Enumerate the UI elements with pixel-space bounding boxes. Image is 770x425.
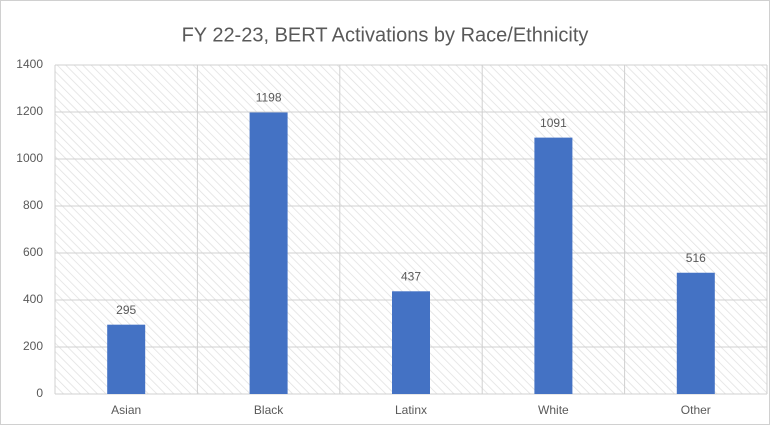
y-tick-label: 1000: [16, 151, 43, 165]
data-label: 516: [686, 251, 706, 265]
bar: [534, 137, 573, 395]
bar: [249, 112, 288, 394]
bar: [676, 272, 715, 394]
data-label: 1091: [540, 116, 567, 130]
x-tick-label: Latinx: [395, 403, 427, 417]
y-tick-label: 400: [23, 292, 43, 306]
x-tick-label: Other: [681, 403, 711, 417]
y-tick-label: 200: [23, 339, 43, 353]
data-label: 437: [401, 269, 421, 283]
y-tick-label: 1400: [16, 57, 43, 71]
x-tick-label: White: [538, 403, 569, 417]
bar: [107, 324, 146, 394]
data-label: 1198: [256, 91, 282, 105]
y-tick-label: 0: [36, 386, 43, 400]
data-label: 295: [116, 303, 136, 317]
chart-title: FY 22-23, BERT Activations by Race/Ethni…: [182, 24, 589, 46]
y-tick-label: 800: [23, 198, 43, 212]
y-tick-label: 1200: [16, 104, 43, 118]
x-tick-label: Asian: [111, 403, 141, 417]
x-tick-label: Black: [254, 403, 284, 417]
bar: [392, 291, 430, 394]
y-tick-label: 600: [23, 245, 43, 259]
